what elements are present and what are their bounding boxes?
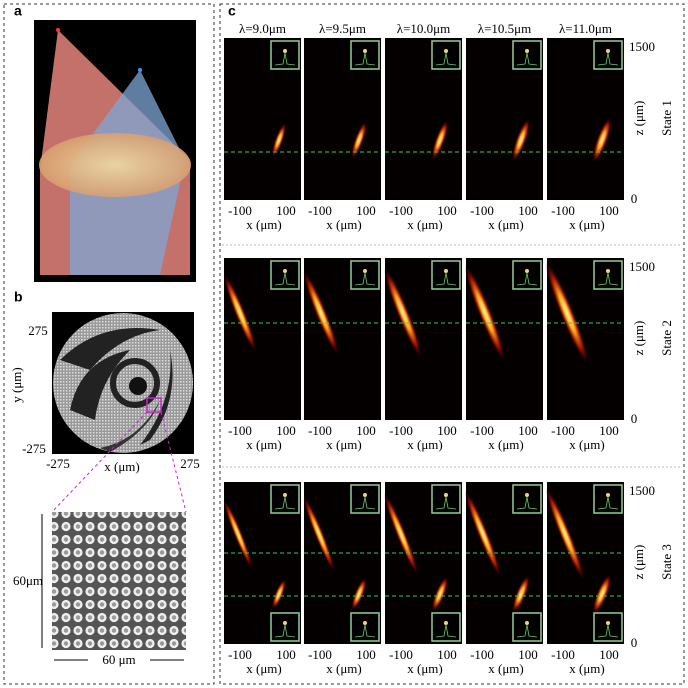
dimension-label: 60 μm (102, 652, 135, 667)
x-tick: 100 (437, 647, 457, 662)
inset-spot (283, 493, 287, 497)
x-axis-label: x (μm) (407, 661, 443, 676)
z-tick: 1500 (629, 483, 655, 498)
z-tick: 0 (631, 635, 638, 650)
x-tick: 100 (356, 423, 376, 438)
x-tick: 100 (356, 203, 376, 218)
wavelength-label: λ=10.0μm (397, 21, 450, 36)
y-tick: -275 (22, 441, 46, 456)
inset-spot (363, 269, 367, 273)
x-tick: -100 (228, 203, 252, 218)
wavelength-label: λ=10.5μm (478, 21, 531, 36)
z-tick: 0 (631, 191, 638, 206)
x-tick: -100 (228, 647, 252, 662)
x-tick: 100 (518, 423, 538, 438)
inset-spot (525, 621, 529, 625)
x-tick: 100 (276, 203, 296, 218)
inset-spot (444, 493, 448, 497)
x-tick: -100 (470, 423, 494, 438)
wavelength-label: λ=11.0μm (559, 21, 612, 36)
x-tick: -100 (308, 423, 332, 438)
x-tick: -100 (551, 647, 575, 662)
inset-spot (283, 49, 287, 53)
y-axis-label: y (μm) (9, 367, 24, 403)
y-tick: 275 (28, 323, 48, 338)
inset-spot (444, 621, 448, 625)
x-tick: 100 (599, 423, 619, 438)
x-tick: -100 (389, 423, 413, 438)
x-tick: -100 (551, 203, 575, 218)
x-tick: 100 (356, 647, 376, 662)
x-axis-label: x (μm) (326, 217, 362, 232)
x-tick: 100 (276, 647, 296, 662)
inset-spot (363, 621, 367, 625)
inset-spot (606, 49, 610, 53)
inset-spot (525, 269, 529, 273)
wavelength-label: λ=9.0μm (239, 21, 286, 36)
inset-spot (363, 49, 367, 53)
x-tick: 100 (599, 203, 619, 218)
x-tick: 100 (518, 203, 538, 218)
x-tick: 100 (599, 647, 619, 662)
x-tick: 275 (180, 456, 200, 471)
z-axis-label: z (μm) (631, 545, 646, 580)
inset-spot (606, 621, 610, 625)
inset-spot (525, 49, 529, 53)
panel-a-illustration (34, 20, 196, 282)
x-tick: -100 (308, 647, 332, 662)
x-axis-label: x (μm) (407, 437, 443, 452)
wavelength-label: λ=9.5μm (319, 21, 366, 36)
x-axis-label: x (μm) (569, 661, 605, 676)
inset-spot (283, 269, 287, 273)
x-tick: 100 (437, 203, 457, 218)
state-label: State 3 (659, 544, 674, 580)
figure: a b 275 -275 y (μm) -275 275 x (μm) 60μm… (0, 0, 688, 688)
x-tick: -100 (228, 423, 252, 438)
x-axis-label: x (μm) (326, 437, 362, 452)
z-tick: 0 (631, 411, 638, 426)
z-axis-label: z (μm) (631, 321, 646, 356)
x-tick: -100 (389, 203, 413, 218)
x-tick: -100 (470, 647, 494, 662)
x-axis-label: x (μm) (488, 437, 524, 452)
inset-spot (444, 49, 448, 53)
x-tick: 100 (518, 647, 538, 662)
inset-spot (525, 493, 529, 497)
inset-spot (606, 269, 610, 273)
x-axis-label: x (μm) (246, 661, 282, 676)
panel-c-grid: λ=9.0μm λ=9.5μm λ=10.0μm λ=10.5μm λ=11.0μm -1… (220, 21, 674, 676)
metasurface-phase-map (52, 312, 194, 454)
z-axis-label: z (μm) (631, 101, 646, 136)
x-axis-label: x (μm) (407, 217, 443, 232)
x-axis-label: x (μm) (246, 437, 282, 452)
x-tick: -100 (308, 203, 332, 218)
x-tick: -100 (470, 203, 494, 218)
x-tick: 100 (437, 423, 457, 438)
zoomed-unit-cells (52, 512, 186, 650)
x-axis-label: x (μm) (488, 661, 524, 676)
inset-spot (606, 493, 610, 497)
x-tick: 100 (276, 423, 296, 438)
x-tick: -275 (46, 456, 70, 471)
panel-label: b (14, 289, 23, 305)
state-label: State 2 (659, 320, 674, 356)
x-axis-label: x (μm) (569, 217, 605, 232)
inset-spot (283, 621, 287, 625)
z-tick: 1500 (629, 259, 655, 274)
inset-spot (444, 269, 448, 273)
state-label: State 1 (659, 100, 674, 136)
x-axis-label: x (μm) (488, 217, 524, 232)
inset-spot (363, 493, 367, 497)
x-axis-label: x (μm) (326, 661, 362, 676)
x-axis-label: x (μm) (104, 459, 140, 474)
x-axis-label: x (μm) (569, 437, 605, 452)
dimension-label: 60μm (13, 573, 43, 588)
x-tick: -100 (389, 647, 413, 662)
panel-label: c (228, 3, 236, 19)
panel-label: a (14, 3, 22, 19)
x-tick: -100 (551, 423, 575, 438)
x-axis-label: x (μm) (246, 217, 282, 232)
z-tick: 1500 (629, 39, 655, 54)
